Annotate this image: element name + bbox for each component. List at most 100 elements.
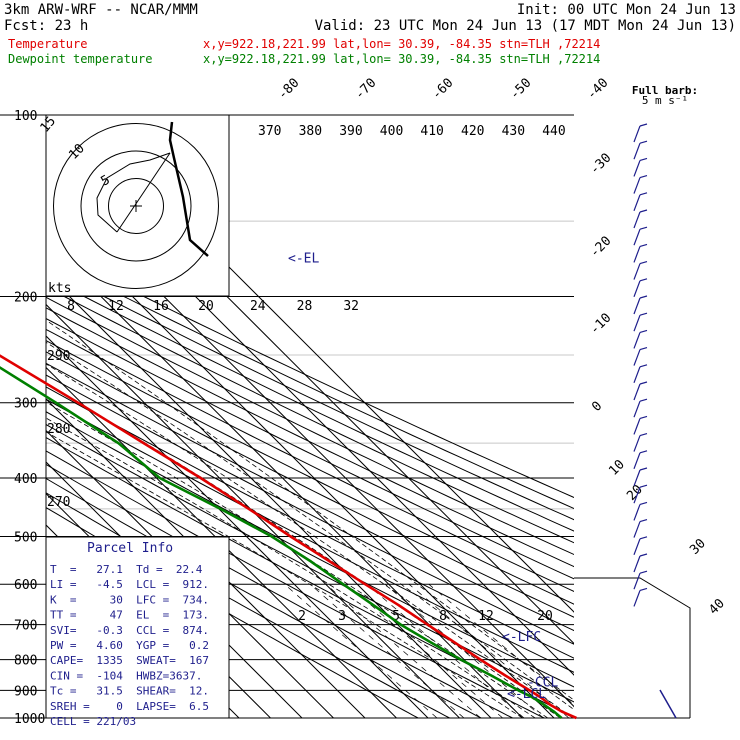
moist-adiabat bbox=[46, 417, 536, 718]
dry-adiabat bbox=[46, 276, 574, 532]
wind-barb bbox=[633, 142, 641, 160]
isotherm-label: 0 bbox=[589, 399, 605, 415]
dewpoint-legend-location: x,y=922.18,221.99 lat,lon= 30.39, -84.35… bbox=[203, 52, 600, 66]
dry-adiabat bbox=[46, 411, 574, 688]
dry-adiabat bbox=[46, 328, 574, 592]
barb-legend-title: Full barb: bbox=[632, 84, 698, 97]
pressure-label: 700 bbox=[14, 619, 37, 634]
theta-label: 440 bbox=[542, 124, 565, 139]
mixing-ratio-label: 20 bbox=[537, 609, 553, 624]
mixing-ratio-line bbox=[284, 583, 438, 718]
theta-label: 390 bbox=[339, 124, 362, 139]
wind-barb bbox=[633, 590, 641, 607]
isotherm-line bbox=[46, 335, 429, 718]
hodograph-axis-label: 12 bbox=[108, 299, 124, 314]
temperature-profile bbox=[0, 354, 577, 720]
isotherm-label: -30 bbox=[587, 151, 614, 178]
forecast-hour: Fcst: 23 h bbox=[4, 18, 88, 34]
wind-barb bbox=[633, 521, 641, 538]
wind-barb-flag bbox=[639, 570, 648, 574]
hodograph-ring bbox=[80, 150, 192, 262]
pressure-label: 200 bbox=[14, 291, 37, 306]
dry-adiabat bbox=[46, 266, 574, 521]
mixing-ratio-label: 2 bbox=[298, 609, 306, 624]
wind-barb bbox=[633, 572, 641, 590]
parcel-info-row: T = 27.1 Td = 22.4 bbox=[50, 563, 203, 576]
hodograph-axis-label: 20 bbox=[198, 299, 214, 314]
lcl-annotation: <-LCL bbox=[507, 687, 546, 702]
wind-barb-flag bbox=[639, 243, 648, 247]
isotherm-line bbox=[46, 366, 397, 718]
wind-barb bbox=[633, 555, 641, 573]
hodograph-axis-label: 16 bbox=[153, 299, 169, 314]
el-annotation: <-EL bbox=[288, 252, 319, 267]
wind-barb bbox=[633, 263, 641, 280]
wind-barb-flag bbox=[639, 587, 648, 591]
parcel-info-row: Tc = 31.5 SHEAR= 12. bbox=[50, 685, 209, 698]
parcel-info-row: CELL = 221/03 bbox=[50, 715, 136, 728]
hodograph-axis-label: 24 bbox=[250, 299, 266, 314]
temperature-legend-name: Temperature bbox=[8, 37, 87, 51]
wind-barb-flag bbox=[639, 519, 648, 523]
sounding-profiles: <-EL <-LFC -CCL<-LCL bbox=[0, 252, 577, 720]
wind-barb bbox=[633, 160, 641, 177]
wind-barb bbox=[633, 297, 641, 315]
theta-label: 420 bbox=[461, 124, 484, 139]
wind-barb bbox=[633, 228, 641, 246]
wind-barb bbox=[633, 211, 641, 229]
theta-label: 270 bbox=[47, 495, 70, 510]
wind-barb-flag bbox=[639, 553, 648, 557]
dewpoint-profile bbox=[0, 366, 563, 719]
isotherm-line bbox=[46, 240, 523, 718]
dry-adiabat bbox=[46, 256, 574, 510]
dry-adiabat bbox=[46, 296, 574, 556]
theta-label: 400 bbox=[380, 124, 403, 139]
wind-barb-flag bbox=[639, 261, 648, 265]
wind-barb bbox=[633, 486, 641, 504]
wind-barb-flag bbox=[639, 329, 648, 333]
parcel-info-panel: Parcel Info T = 27.1 Td = 22.4 LI = -4.5 L… bbox=[45, 536, 230, 728]
isotherm-label: 10 bbox=[606, 457, 628, 479]
wind-barb-flag bbox=[639, 450, 648, 454]
header: 3km ARW-WRF -- NCAR/MMM Init: 00 UTC Mon… bbox=[4, 2, 736, 107]
dry-adiabat bbox=[46, 286, 574, 544]
parcel-info-row: SREH = 0 LAPSE= 6.5 bbox=[50, 700, 209, 713]
parcel-info-row: LI = -4.5 LCL = 912. bbox=[50, 578, 209, 591]
wind-barb-flag bbox=[639, 433, 648, 437]
wind-barb bbox=[633, 332, 641, 349]
wind-barb-flag bbox=[639, 501, 648, 505]
mixing-ratio-label: 3 bbox=[338, 609, 346, 624]
wind-barb-flag bbox=[639, 175, 648, 179]
wind-barb-flag bbox=[639, 123, 648, 127]
isotherm-label: -70 bbox=[352, 76, 379, 103]
pressure-label: 500 bbox=[14, 530, 37, 545]
wind-barb-flag bbox=[639, 484, 648, 488]
isotherm-label: -80 bbox=[275, 76, 302, 103]
wind-barb-flag bbox=[639, 209, 648, 213]
wind-barb bbox=[633, 366, 641, 384]
isotherm-line bbox=[46, 303, 460, 718]
lower-frame bbox=[574, 577, 691, 718]
dry-adiabat bbox=[46, 398, 574, 673]
theta-label: 290 bbox=[47, 349, 70, 364]
pressure-label: 600 bbox=[14, 578, 37, 593]
mixing-ratio-label: 8 bbox=[439, 609, 447, 624]
wind-barb bbox=[633, 435, 641, 452]
temperature-legend-location: x,y=922.18,221.99 lat,lon= 30.39, -84.35… bbox=[203, 37, 600, 51]
wind-barb-flag bbox=[639, 364, 648, 368]
dry-adiabat bbox=[46, 307, 574, 568]
lfc-annotation: <-LFC bbox=[502, 630, 541, 645]
dry-adiabat bbox=[46, 339, 574, 605]
parcel-info-row: TT = 47 EL = 173. bbox=[50, 609, 209, 622]
dry-adiabat bbox=[46, 450, 545, 718]
dry-adiabat bbox=[46, 351, 574, 618]
dry-adiabat bbox=[46, 317, 574, 580]
mixing-ratio-label: 5 bbox=[392, 609, 400, 624]
hodograph-axis-label: 32 bbox=[343, 299, 359, 314]
parcel-info-title: Parcel Info bbox=[87, 541, 173, 556]
wind-barb bbox=[633, 125, 641, 143]
isotherm-label: 40 bbox=[706, 596, 728, 618]
dry-adiabat bbox=[46, 362, 574, 632]
